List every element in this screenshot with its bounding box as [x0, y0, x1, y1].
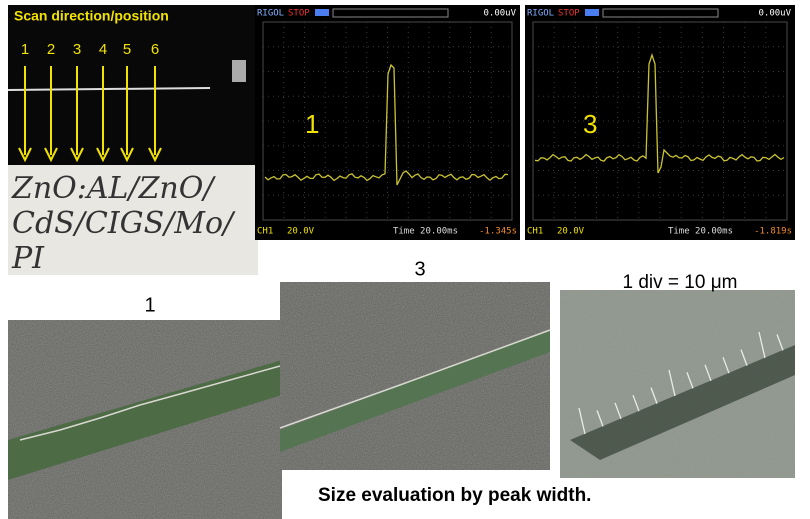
waveform-bar: [602, 8, 719, 18]
arrow-head: [148, 147, 162, 163]
arrow-head: [18, 147, 32, 163]
scale-bar: [570, 345, 795, 460]
position-label: 3: [73, 41, 81, 58]
scribe-groove: [8, 360, 282, 480]
scale-tick: [650, 387, 658, 404]
oscilloscope: 3 RIGOL STOP 0.00uV CH1 20.0V Time 20.00ms -1.8…: [525, 5, 795, 240]
scale-tick: [740, 349, 748, 366]
trace: [534, 52, 785, 174]
clip: [232, 60, 246, 82]
position-label: 2: [47, 41, 55, 58]
memory-bar: [315, 9, 329, 16]
scribe-groove: [280, 330, 550, 452]
state: STOP: [288, 9, 310, 19]
position-label: 6: [151, 41, 159, 58]
position-label: 1: [21, 41, 29, 58]
scale-tick: [722, 356, 730, 374]
paper: [8, 165, 258, 275]
trace-label: 3: [583, 109, 597, 139]
micrograph-scale: [560, 290, 795, 478]
state: STOP: [558, 9, 580, 19]
arrow-head: [70, 147, 84, 163]
scale-tick: [776, 334, 784, 351]
micrograph-3: [279, 282, 551, 470]
photo-title: Scan direction/position: [14, 8, 169, 24]
scale-tick: [614, 402, 622, 420]
timebase: Time 20.00ms: [668, 227, 733, 237]
scale-tick: [686, 372, 694, 389]
caption: Size evaluation by peak width.: [318, 485, 591, 506]
arrow-head: [120, 147, 134, 163]
handwriting: ZnO:AL/ZnO/: [11, 171, 216, 206]
volts: 20.0V: [287, 227, 315, 237]
volts: 20.0V: [557, 227, 585, 237]
channel: CH1: [257, 227, 273, 237]
waveform-bar: [332, 8, 449, 18]
scale-tick: [596, 410, 604, 427]
photo-dark: [8, 5, 258, 165]
handwriting: PI: [11, 241, 45, 276]
position-label: 5: [123, 41, 131, 58]
micrograph-1: [8, 320, 282, 519]
label: 3: [414, 258, 425, 280]
scale-tick: [578, 407, 586, 435]
handwriting: CdS/CIGS/Mo/: [12, 206, 236, 241]
oscilloscope: 1 RIGOL STOP 0.00uV CH1 20.0V Time 20.00ms -1.3…: [255, 5, 520, 240]
offset: -1.345s: [479, 227, 517, 237]
trigger: 0.00uV: [758, 9, 791, 19]
trigger: 0.00uV: [483, 9, 516, 19]
brand: RIGOL: [527, 9, 554, 19]
arrow-head: [44, 147, 58, 163]
edge: [279, 329, 551, 429]
edge: [19, 365, 281, 441]
label: 1 div = 10 μm: [623, 272, 738, 293]
trace-label: 1: [305, 109, 319, 139]
scale-tick: [668, 369, 676, 397]
scale-tick: [632, 394, 640, 412]
scale-tick: [704, 364, 712, 382]
memory-bar: [585, 9, 599, 16]
offset: -1.819s: [754, 227, 792, 237]
timebase: Time 20.00ms: [393, 227, 458, 237]
texture: [280, 282, 550, 470]
label: 1: [144, 294, 155, 316]
scale-tick: [758, 331, 766, 359]
position-label: 4: [99, 41, 107, 58]
arrow-head: [96, 147, 110, 163]
scribe-line: [7, 87, 211, 91]
channel: CH1: [527, 227, 543, 237]
trace: [264, 63, 509, 186]
brand: RIGOL: [257, 9, 284, 19]
